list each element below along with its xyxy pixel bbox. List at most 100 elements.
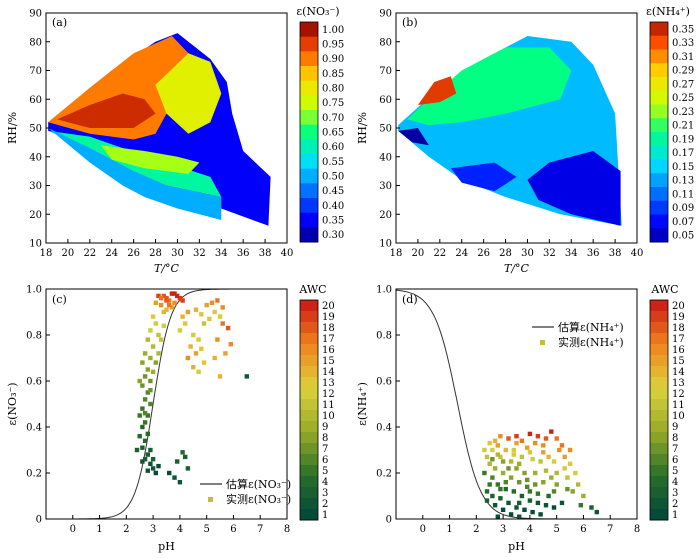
data-point [169,291,175,296]
colorbar-segment [650,421,668,433]
estimated-curve [396,289,637,519]
colorbar-segment [300,322,318,334]
heatmap-region [155,53,222,134]
data-point [185,466,191,471]
data-point [148,447,153,453]
x-tick-labels: 18 20 22 24 26 28 30 32 34 36 38 40 [40,239,293,259]
data-point [172,475,177,480]
colorbar-tick-label: 8 [322,433,328,444]
colorbar-tick-label: 2 [322,499,328,510]
data-point [492,503,498,508]
x-tick-label: 1 [96,524,102,535]
colorbar-tick-label: 0.17 [672,148,694,159]
y-tick-label: 0.4 [26,423,42,434]
data-point [525,484,530,489]
y-tick-label: 90 [29,9,42,20]
data-point [535,434,541,439]
data-point [554,436,559,441]
heatmap-region [100,145,200,174]
x-tick-label: 38 [259,248,272,259]
y-tick-label: 70 [29,66,42,77]
data-point [145,413,150,418]
heatmap-region [48,128,222,220]
colorbar-tick-label: 3 [322,488,328,499]
data-point [153,470,158,476]
data-point [484,454,490,460]
data-point [503,480,508,485]
data-point [490,457,495,462]
data-point [148,378,153,384]
data-point [562,454,567,460]
x-tick-label: 0 [70,524,76,535]
colorbar-tick-label: 9 [672,422,678,433]
data-point [223,351,228,356]
data-point [533,482,538,487]
colorbar-tick-label: 4 [672,477,678,488]
data-point [167,470,172,476]
data-point [519,454,525,460]
data-point [594,509,599,515]
x-tick-label: 32 [543,248,556,259]
colorbar-tick-label: 6 [672,455,678,466]
data-point [183,321,188,326]
colorbar-title: AWC [298,283,326,296]
data-point [169,305,175,310]
data-point [164,298,169,303]
colorbar-tick-label: 0.35 [322,216,344,227]
colorbar-tick-label: 19 [672,312,685,323]
colorbar-segment [300,212,318,228]
data-point [565,486,570,492]
colorbar-segment [650,145,668,160]
heatmap-region [407,47,572,126]
x-tick-labels: 0 1 2 3 4 5 6 7 8 [70,515,290,535]
colorbar-tick-label: 17 [322,334,335,345]
colorbar-tick-label: 0.21 [672,121,694,132]
colorbar-tick-label: 0.60 [322,142,344,153]
y-tick-label: 50 [379,124,392,135]
data-point [172,300,177,305]
colorbar-tick-label: 0.40 [322,201,344,212]
data-point [525,477,530,483]
data-point [145,431,150,437]
x-tick-label: 22 [83,248,96,259]
data-point [177,328,183,333]
x-tick-label: 0 [420,524,426,535]
data-point [511,452,516,457]
x-tick-label: 4 [527,524,533,535]
colorbar-tick-label: 1 [672,510,678,521]
colorbar-tick-label: 10 [322,411,335,422]
x-tick-label: 30 [171,248,184,259]
data-point [158,337,164,342]
colorbar-tick-label: 0.90 [322,54,344,65]
data-point [153,321,158,326]
colorbar-segment [300,410,318,422]
data-point [177,296,183,301]
x-axis-label: pH [158,540,175,553]
data-point [161,309,166,315]
data-point [541,443,546,448]
y-tick-label: 80 [29,37,42,48]
data-point [567,461,573,466]
x-tick-label: 36 [587,248,600,259]
data-point [495,514,500,519]
colorbar-title: AWC [650,283,678,296]
data-point [573,470,578,476]
heatmap-regions [398,36,622,226]
data-point [158,296,164,301]
data-point [142,457,148,462]
data-point [527,450,533,455]
data-point [492,466,498,471]
x-tick-label: 40 [631,248,644,259]
colorbar-tick-label: 0.33 [672,38,694,49]
data-point [140,459,145,464]
data-point [164,296,169,301]
x-axis-label: pH [508,540,525,553]
colorbar-segment [300,51,318,67]
colorbar-tick-label: 19 [322,312,335,323]
colorbar-tick-label: 0.29 [672,66,694,77]
panel-label: (a) [52,16,67,29]
colorbar-tick-label: 2 [672,499,678,510]
data-point [142,374,148,379]
colorbar-segment [650,228,668,243]
